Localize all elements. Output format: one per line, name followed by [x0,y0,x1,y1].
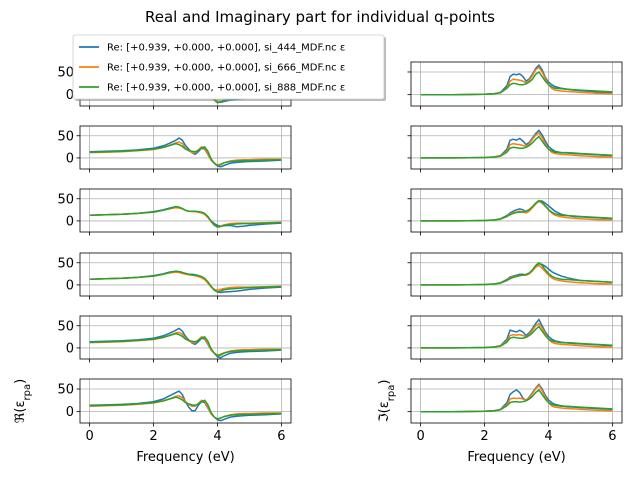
series-line-2 [89,270,282,293]
subplot-4-1 [407,315,623,363]
axes-frame [410,315,623,360]
axes-frame [79,188,292,233]
x-tick-label: 4 [544,429,552,444]
y-tick-label: 0 [66,278,74,293]
x-tick-label: 6 [608,429,616,444]
y-axis-label: ℜ(εrpa) [13,379,33,423]
axes-frame [410,61,623,107]
y-tick-label: 50 [57,319,74,334]
y-tick-label: 0 [66,214,74,229]
x-tick-label: 2 [149,429,157,444]
y-tick-label: 50 [57,256,74,271]
subplot-1-0: 050 [57,125,292,173]
subplot-2-1 [407,188,623,236]
y-tick-label: 0 [66,88,74,103]
series-line-2 [420,70,613,96]
series-line-2 [89,142,282,167]
y-tick-label: 50 [57,382,74,397]
axes-frame [410,188,623,233]
series-line-0 [89,327,282,359]
x-axis-label: Frequency (eV) [136,450,234,465]
axes-frame [410,378,623,424]
series-line-2 [89,205,282,228]
y-tick-label: 50 [57,65,74,80]
y-axis-label: ℑ(εrpa) [377,380,397,423]
legend-entry: Re: [+0.939, +0.000, +0.000], si_666_MDF… [107,63,345,74]
series-line-2 [420,261,613,286]
subplot-3-1 [407,252,623,300]
subplot-0-1 [407,61,623,110]
subplot-2-0: 050 [57,188,292,236]
axes-frame [79,252,292,297]
subplot-3-0: 050 [57,252,292,300]
axes-frame [410,252,623,297]
subplot-4-0: 050 [57,315,292,363]
series-line-2 [420,199,613,222]
figure-title: Real and Imaginary part for individual q… [145,8,495,26]
subplot-5-1: 0 2 4 6 Frequency (eV) ℑ(εrpa) [377,378,623,465]
y-tick-label: 50 [57,192,74,207]
legend: Re: [+0.939, +0.000, +0.000], si_444_MDF… [72,34,386,101]
x-tick-label: 6 [277,429,285,444]
axes-frame [79,378,292,424]
y-tick-label: 0 [66,151,74,166]
x-axis-label: Frequency (eV) [467,450,565,465]
subplot-1-1 [407,125,623,173]
series-line-2 [89,396,282,420]
subplot-5-0: 0 2 4 6 0 50 Frequency (eV) ℜ(εrpa) [13,378,292,465]
x-tick-label: 4 [213,429,221,444]
x-tick-label: 0 [416,429,424,444]
series-line-2 [420,135,613,159]
series-line-0 [89,390,282,422]
series-line-2 [89,332,282,357]
axes-frame [79,125,292,170]
series-line-2 [420,325,613,349]
x-tick-label: 0 [85,429,93,444]
axes-frame [79,315,292,360]
legend-box [72,34,385,100]
y-tick-label: 0 [66,341,74,356]
y-tick-label: 0 [66,405,74,420]
legend-entry: Re: [+0.939, +0.000, +0.000], si_444_MDF… [107,43,345,54]
y-tick-label: 50 [57,129,74,144]
series-line-0 [89,137,282,168]
axes-frame [410,125,623,170]
series-line-2 [420,388,613,413]
x-tick-label: 2 [480,429,488,444]
legend-entry: Re: [+0.939, +0.000, +0.000], si_888_MDF… [107,83,345,94]
